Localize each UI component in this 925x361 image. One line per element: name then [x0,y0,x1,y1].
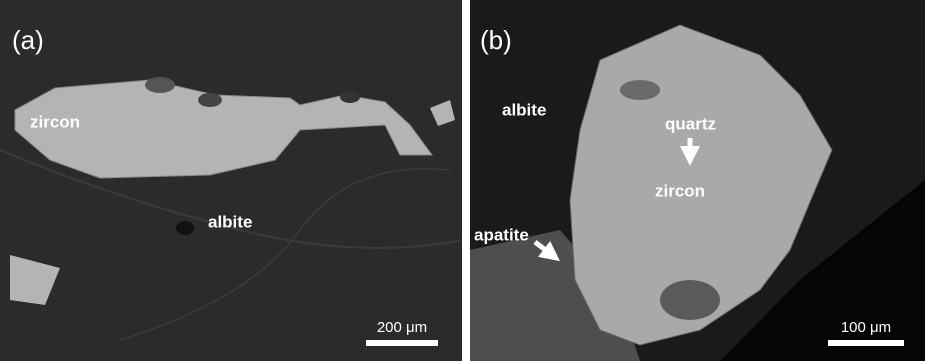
image-background [0,0,462,361]
panel-b: (b) albite quartz zircon apatite 100 μm [470,0,925,361]
annotation: quartz [665,114,716,133]
scale-bar [828,340,904,346]
scale-bar-label: 100 μm [841,319,891,336]
panel-a: (a) zircon albite 200 μm [0,0,462,361]
scale-bar [366,340,438,346]
inclusion [145,77,175,93]
annotation: albite [208,212,252,231]
inclusion [660,280,720,320]
inclusion [176,221,194,235]
annotation: zircon [655,181,705,200]
inclusion [620,80,660,100]
inclusion [340,91,360,103]
panel-label: (a) [12,25,44,55]
page: (a) zircon albite 200 μm (b) albite quar… [0,0,925,361]
panel-label: (b) [480,25,512,55]
figure: (a) zircon albite 200 μm (b) albite quar… [0,0,925,361]
scale-bar-label: 200 μm [377,319,427,336]
annotation: albite [502,100,546,119]
inclusion [198,93,222,107]
annotation: apatite [474,225,529,244]
annotation: zircon [30,112,80,131]
